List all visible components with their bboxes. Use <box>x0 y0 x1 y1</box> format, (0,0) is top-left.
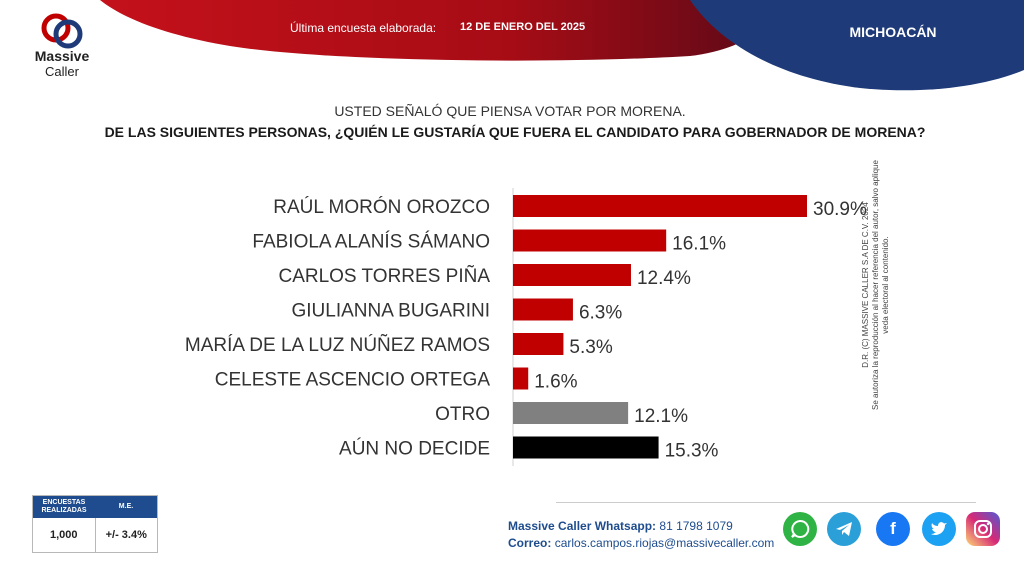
stats-header-margin-error: M.E. <box>118 503 134 510</box>
region-title: MICHOACÁN <box>849 24 937 40</box>
whatsapp-number[interactable]: 81 1798 1079 <box>659 519 733 533</box>
category-label: MARÍA DE LA LUZ NÚÑEZ RAMOS <box>185 334 490 356</box>
question-subtitle: USTED SEÑALÓ QUE PIENSA VOTAR POR MORENA… <box>334 103 686 119</box>
contact-whatsapp: Massive Caller Whatsapp: 81 1798 1079 <box>508 519 733 533</box>
bar <box>513 367 529 390</box>
survey-date-label: Última encuesta elaborada: <box>290 21 437 35</box>
value-label: 15.3% <box>665 441 719 462</box>
logo-mark-icon <box>41 13 83 49</box>
value-label: 1.6% <box>534 372 577 393</box>
bar <box>513 229 667 252</box>
category-label: CARLOS TORRES PIÑA <box>278 265 490 287</box>
value-label: 6.3% <box>579 303 622 324</box>
bar <box>513 264 631 286</box>
copyright-line-2: Se autoriza la reproducción al hacer ref… <box>871 160 890 410</box>
survey-date: 12 DE ENERO DEL 2025 <box>460 21 586 33</box>
copyright-line-1: D.R. (C) MASSIVE CALLER S.A DE C.V. 2024 <box>861 202 870 368</box>
value-label: 30.9% <box>813 199 867 220</box>
category-label: FABIOLA ALANÍS SÁMANO <box>252 232 490 253</box>
category-label: RAÚL MORÓN OROZCO <box>273 196 490 218</box>
value-label: 5.3% <box>569 337 612 358</box>
copyright-notice: D.R. (C) MASSIVE CALLER S.A DE C.V. 2024… <box>861 155 891 415</box>
category-label: OTRO <box>435 404 490 425</box>
survey-stats-table: ENCUESTAS REALIZADAS M.E. 1,000 +/- 3.4% <box>32 495 158 553</box>
value-label: 12.4% <box>637 268 691 289</box>
logo-text-caller: Caller <box>45 64 79 79</box>
bar <box>513 333 564 355</box>
stats-header-surveys: ENCUESTAS REALIZADAS <box>41 499 87 514</box>
instagram-icon[interactable] <box>966 512 1000 546</box>
whatsapp-label: Massive Caller Whatsapp: <box>508 519 657 533</box>
category-label: AÚN NO DECIDE <box>339 438 490 460</box>
facebook-icon[interactable]: f <box>876 512 910 546</box>
bar <box>513 298 573 321</box>
contact-email: Correo: carlos.campos.riojas@massivecall… <box>508 536 774 550</box>
stats-margin-error-value: +/- 3.4% <box>105 529 147 541</box>
value-label: 12.1% <box>634 406 688 427</box>
logo-text-massive: Massive <box>34 48 90 64</box>
whatsapp-icon[interactable] <box>783 512 817 546</box>
stats-surveys-value: 1,000 <box>33 518 96 552</box>
bar <box>513 436 659 459</box>
contact-divider <box>556 502 976 503</box>
bar <box>513 195 807 217</box>
email-address[interactable]: carlos.campos.riojas@massivecaller.com <box>554 536 775 550</box>
question-title: DE LAS SIGUIENTES PERSONAS, ¿QUIÉN LE GU… <box>104 124 926 140</box>
twitter-icon[interactable] <box>922 512 956 546</box>
category-label: GIULIANNA BUGARINI <box>292 301 491 322</box>
logo: Massive Caller <box>26 10 106 90</box>
bar <box>513 402 629 424</box>
telegram-icon[interactable] <box>827 512 861 546</box>
email-label: Correo: <box>508 536 552 550</box>
category-label: CELESTE ASCENCIO ORTEGA <box>215 370 491 391</box>
value-label: 16.1% <box>672 234 726 255</box>
